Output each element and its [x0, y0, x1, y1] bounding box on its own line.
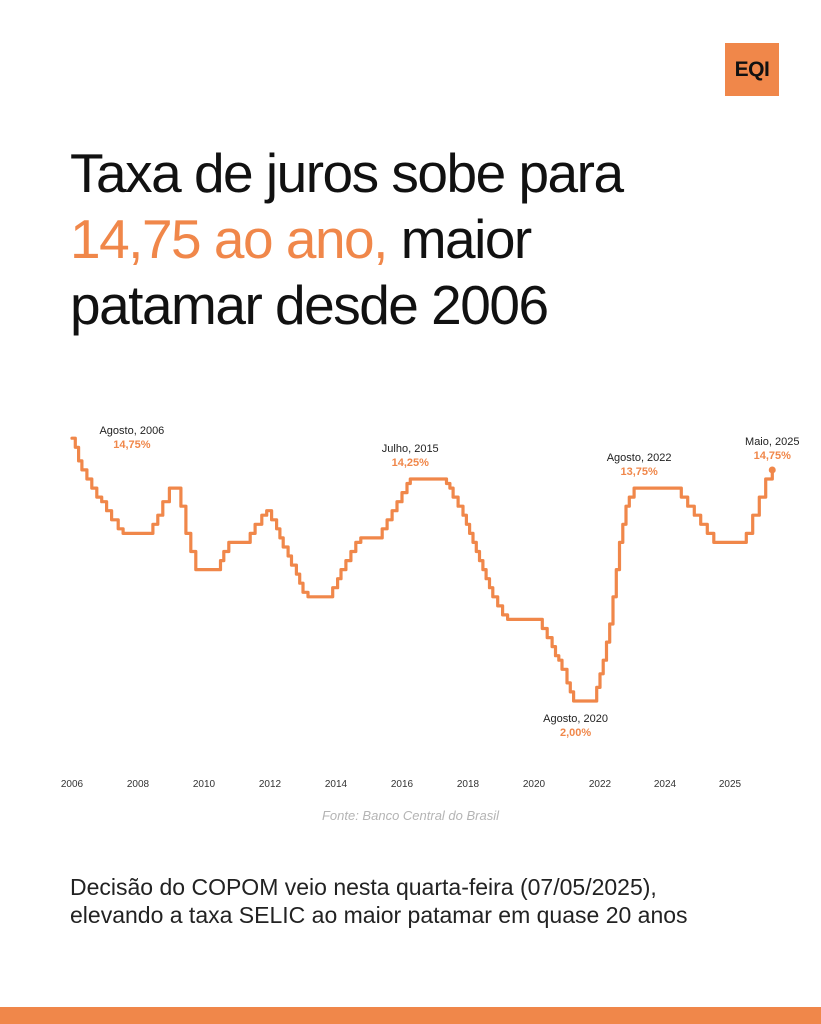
x-tick-label: 2022 — [589, 779, 612, 790]
x-tick-label: 2025 — [719, 779, 742, 790]
headline-line-1: Taxa de juros sobe para — [70, 142, 624, 204]
x-tick-label: 2024 — [654, 779, 677, 790]
x-tick-label: 2016 — [391, 779, 414, 790]
annotation-value: 2,00% — [560, 727, 591, 739]
x-tick-label: 2006 — [61, 779, 84, 790]
brand-logo: EQI — [725, 43, 779, 96]
headline-line-2: maior — [386, 208, 533, 270]
annotation-value: 14,75% — [113, 439, 151, 451]
x-tick-label: 2010 — [193, 779, 216, 790]
annotation-date: Julho, 2015 — [382, 443, 439, 455]
x-tick-label: 2008 — [127, 779, 150, 790]
annotation-value: 14,75% — [754, 450, 792, 462]
annotation-date: Agosto, 2006 — [99, 425, 164, 437]
annotation-date: Maio, 2025 — [745, 436, 799, 448]
chart-source: Fonte: Banco Central do Brasil — [321, 808, 500, 823]
annotation-value: 13,75% — [620, 466, 658, 478]
annotation-date: Agosto, 2022 — [607, 452, 672, 464]
annotation-value: 14,25% — [392, 457, 430, 469]
selic-rate-chart: Agosto, 2006 14,75% Julho, 2015 14,25% Agost… — [61, 425, 800, 790]
logo-text: EQI — [734, 57, 770, 81]
caption: Decisão do COPOM veio nesta quarta-feira… — [70, 874, 688, 928]
x-tick-label: 2012 — [259, 779, 282, 790]
data-point-marker — [768, 466, 776, 474]
annotation-date: Agosto, 2020 — [543, 713, 608, 725]
series-line — [70, 436, 774, 703]
headline: Taxa de juros sobe para 14,75 ao ano, ma… — [70, 140, 770, 338]
headline-line-3: patamar desde 2006 — [70, 274, 549, 336]
headline-highlight: 14,75 ao ano, — [70, 208, 388, 270]
x-tick-label: 2018 — [457, 779, 480, 790]
x-tick-label: 2014 — [325, 779, 348, 790]
bottom-accent-bar — [0, 1007, 821, 1024]
x-tick-label: 2020 — [523, 779, 546, 790]
